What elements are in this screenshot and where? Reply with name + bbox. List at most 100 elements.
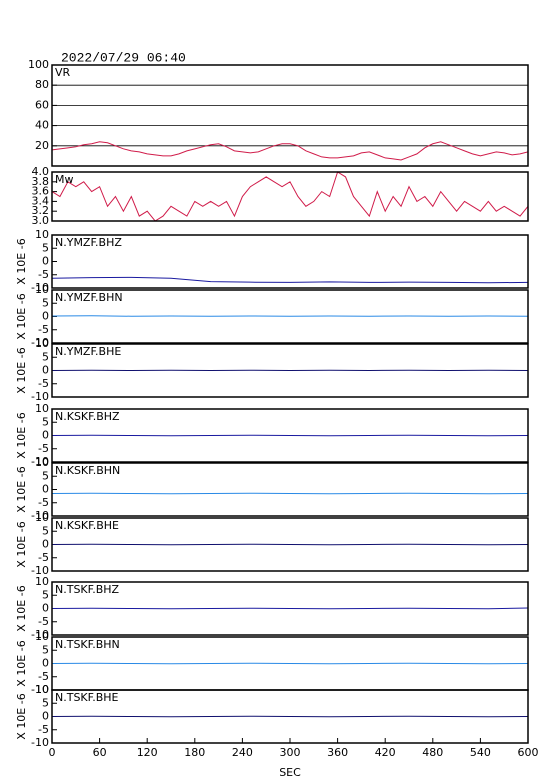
panel-label: N.KSKF.BHZ: [55, 410, 120, 423]
x-tick-label: 120: [137, 746, 158, 759]
x-tick-label: 60: [93, 746, 107, 759]
y-tick-label: 5: [42, 524, 49, 537]
y-tick-label: 80: [35, 78, 49, 91]
x-tick-label: 240: [232, 746, 253, 759]
y-tick-label: 0: [42, 429, 49, 442]
y-tick-label: -10: [31, 683, 49, 696]
y-axis-label: X 10E -6: [15, 293, 28, 339]
data-line: [51, 171, 529, 222]
data-line: [51, 662, 529, 665]
y-axis-label: X 10E -6: [15, 693, 28, 739]
y-tick-label: 5: [42, 296, 49, 309]
y-tick-label: -10: [31, 390, 49, 403]
panel-label: N.KSKF.BHE: [55, 519, 119, 532]
y-tick-label: -10: [31, 281, 49, 294]
y-axis-label: X 10E -6: [15, 347, 28, 393]
y-tick-label: 0: [42, 602, 49, 615]
y-tick-label: 0: [42, 310, 49, 323]
y-tick-label: 20: [35, 139, 49, 152]
panel-frame: [51, 234, 529, 289]
y-tick-label: -5: [38, 268, 49, 281]
y-tick-label: -10: [31, 736, 49, 749]
y-axis-label: X 10E -6: [15, 640, 28, 686]
y-tick-label: 10: [35, 630, 49, 643]
panel-frame: [51, 289, 529, 344]
x-tick-label: 480: [422, 746, 443, 759]
y-axis-label: X 10E -6: [15, 521, 28, 567]
data-line: [51, 492, 529, 495]
y-tick-label: 0: [42, 710, 49, 723]
y-tick-label: -10: [31, 336, 49, 349]
data-line: [51, 607, 529, 610]
y-tick-label: 0: [42, 364, 49, 377]
data-line: [51, 141, 529, 161]
y-tick-label: 3.2: [32, 204, 50, 217]
y-tick-label: 0: [42, 538, 49, 551]
panel-frame: [51, 581, 529, 636]
y-tick-label: 3.4: [32, 194, 50, 207]
y-tick-label: 5: [42, 469, 49, 482]
y-tick-label: 5: [42, 643, 49, 656]
panel-frame: [51, 517, 529, 572]
data-line: [51, 315, 529, 317]
panel-label: N.YMZF.BHE: [55, 345, 121, 358]
y-tick-label: -5: [38, 723, 49, 736]
panel-label: N.KSKF.BHN: [55, 464, 120, 477]
y-tick-label: -5: [38, 377, 49, 390]
panel-label: N.TSKF.BHE: [55, 691, 119, 704]
y-tick-label: -10: [31, 509, 49, 522]
panel-label: VR: [55, 66, 71, 79]
panel-frame: [51, 343, 529, 398]
y-tick-label: 3.0: [32, 214, 50, 227]
y-tick-label: 100: [28, 58, 49, 71]
y-tick-label: 5: [42, 350, 49, 363]
panel-frame: [51, 408, 529, 463]
x-tick-label: 0: [49, 746, 56, 759]
y-tick-label: -5: [38, 496, 49, 509]
y-tick-label: -10: [31, 564, 49, 577]
y-tick-label: 0: [42, 255, 49, 268]
x-tick-label: 180: [184, 746, 205, 759]
y-axis-label: X 10E -6: [15, 466, 28, 512]
panel-label: N.YMZF.BHN: [55, 291, 123, 304]
panel-frame: [51, 462, 529, 517]
x-axis-label: SEC: [279, 766, 301, 779]
y-tick-label: 10: [35, 683, 49, 696]
y-tick-label: 10: [35, 575, 49, 588]
y-tick-label: 10: [35, 511, 49, 524]
y-tick-label: 10: [35, 337, 49, 350]
y-axis-label: X 10E -6: [15, 585, 28, 631]
panel-label: N.TSKF.BHZ: [55, 583, 120, 596]
panel-label: N.YMZF.BHZ: [55, 236, 122, 249]
y-tick-label: 10: [35, 283, 49, 296]
y-tick-label: 5: [42, 696, 49, 709]
y-tick-label: -5: [38, 323, 49, 336]
y-tick-label: 0: [42, 657, 49, 670]
y-tick-label: 10: [35, 402, 49, 415]
y-tick-label: 10: [35, 456, 49, 469]
data-line: [51, 543, 529, 546]
panel-label: Mw: [55, 173, 74, 186]
y-tick-label: 60: [35, 98, 49, 111]
panel-frame: [51, 64, 529, 167]
panel-label: N.TSKF.BHN: [55, 638, 120, 651]
y-axis-label: X 10E -6: [15, 238, 28, 284]
x-tick-label: 300: [280, 746, 301, 759]
y-tick-label: -5: [38, 670, 49, 683]
y-tick-label: 3.6: [32, 185, 50, 198]
x-tick-label: 540: [470, 746, 491, 759]
y-tick-label: 10: [35, 228, 49, 241]
y-tick-label: -5: [38, 442, 49, 455]
y-tick-label: -10: [31, 628, 49, 641]
panel-frame: [51, 171, 529, 222]
y-tick-label: -10: [31, 455, 49, 468]
y-tick-label: -5: [38, 615, 49, 628]
y-axis-label: X 10E -6: [15, 412, 28, 458]
y-tick-label: 40: [35, 119, 49, 132]
data-line: [51, 434, 529, 437]
y-tick-label: 5: [42, 415, 49, 428]
x-tick-label: 360: [327, 746, 348, 759]
y-tick-label: -5: [38, 551, 49, 564]
data-line: [51, 715, 529, 718]
data-line: [51, 276, 529, 284]
